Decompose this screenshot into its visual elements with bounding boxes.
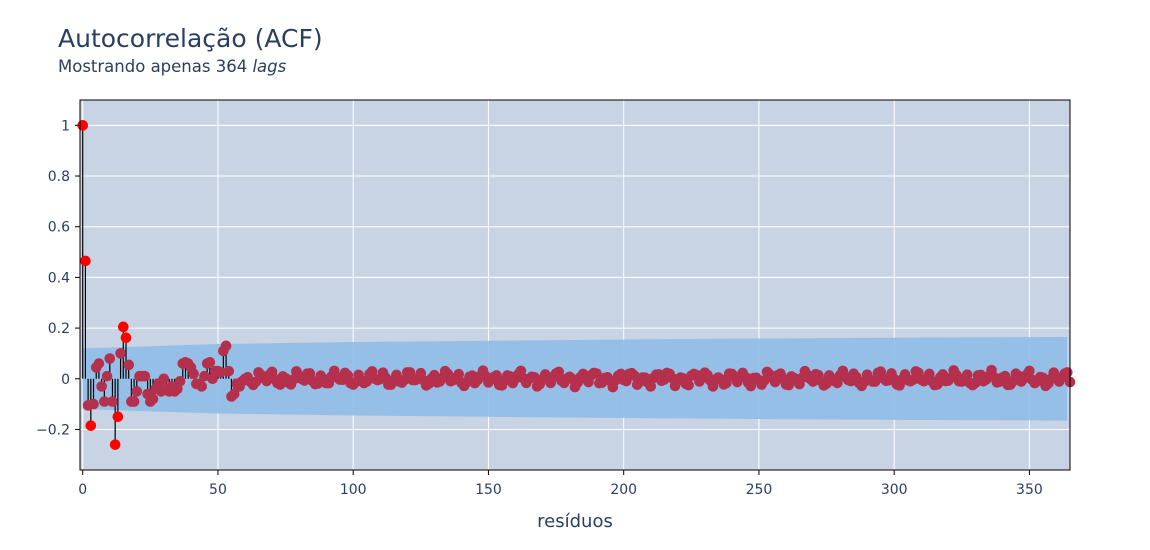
acf-point xyxy=(745,380,757,392)
acf-point xyxy=(453,368,464,380)
acf-point xyxy=(104,353,116,364)
acf-point xyxy=(99,396,110,407)
acf-point-significant xyxy=(109,439,121,450)
acf-point-significant xyxy=(80,255,91,267)
y-tick-label: 0.2 xyxy=(48,321,70,337)
acf-point xyxy=(869,376,881,387)
chart-subtitle: Mostrando apenas 364 lags xyxy=(58,57,286,76)
chart-title: Autocorrelação (ACF) xyxy=(58,24,323,53)
acf-point xyxy=(1061,367,1073,378)
acf-point xyxy=(553,366,565,378)
acf-point-significant xyxy=(112,411,124,423)
y-tick-label: −0.2 xyxy=(36,422,70,438)
y-tick-label: 0.6 xyxy=(48,220,70,236)
x-tick-label: 100 xyxy=(340,482,367,498)
x-tick-label: 350 xyxy=(1016,482,1043,498)
acf-point xyxy=(228,388,240,400)
acf-point xyxy=(93,358,105,369)
y-tick-label: 1 xyxy=(61,118,70,134)
acf-point xyxy=(123,359,134,371)
y-tick-label: 0 xyxy=(61,372,70,388)
acf-markers xyxy=(77,120,1076,450)
x-tick-label: 300 xyxy=(881,482,908,498)
acf-point xyxy=(174,376,186,387)
x-tick-label: 250 xyxy=(746,482,773,498)
acf-point xyxy=(188,368,199,379)
acf-point xyxy=(131,386,143,397)
acf-point xyxy=(88,398,99,410)
subtitle-prefix: Mostrando apenas 364 xyxy=(58,57,248,76)
y-tick-label: 0.4 xyxy=(48,270,70,286)
acf-point xyxy=(999,370,1011,382)
acf-point xyxy=(96,381,107,392)
acf-point-significant xyxy=(120,332,132,344)
x-tick-label: 0 xyxy=(78,482,87,498)
acf-point xyxy=(491,370,502,381)
acf-point xyxy=(107,396,118,407)
acf-point xyxy=(220,340,232,352)
acf-point xyxy=(961,369,973,381)
acf-point xyxy=(683,379,694,391)
acf-point xyxy=(199,370,210,382)
x-tick-label: 150 xyxy=(475,482,502,498)
acf-point xyxy=(591,368,602,379)
x-tick-label: 200 xyxy=(610,482,637,498)
y-axis-ticks: 1 0.8 0.6 0.4 0.2 0 −0.2 xyxy=(36,118,80,438)
acf-point xyxy=(196,381,208,392)
acf-point xyxy=(1024,365,1035,377)
plot-frame xyxy=(79,99,1071,471)
acf-point xyxy=(645,381,657,392)
acf-point xyxy=(115,348,126,359)
acf-point xyxy=(101,370,113,382)
x-axis-label: resíduos xyxy=(537,511,613,532)
acf-point xyxy=(223,365,235,377)
x-axis-ticks: 0 50 100 150 200 250 300 350 xyxy=(78,470,1043,498)
acf-point xyxy=(204,356,216,368)
acf-point xyxy=(721,377,732,389)
acf-point xyxy=(147,393,159,405)
acf-point xyxy=(128,396,140,407)
subtitle-emphasis: lags xyxy=(252,57,287,76)
acf-point xyxy=(139,370,151,382)
y-tick-label: 0.8 xyxy=(48,169,70,185)
acf-point xyxy=(158,373,170,385)
x-tick-label: 50 xyxy=(209,482,227,498)
acf-point xyxy=(215,367,226,378)
acf-point-significant xyxy=(85,420,97,431)
acf-point-significant xyxy=(117,321,129,333)
